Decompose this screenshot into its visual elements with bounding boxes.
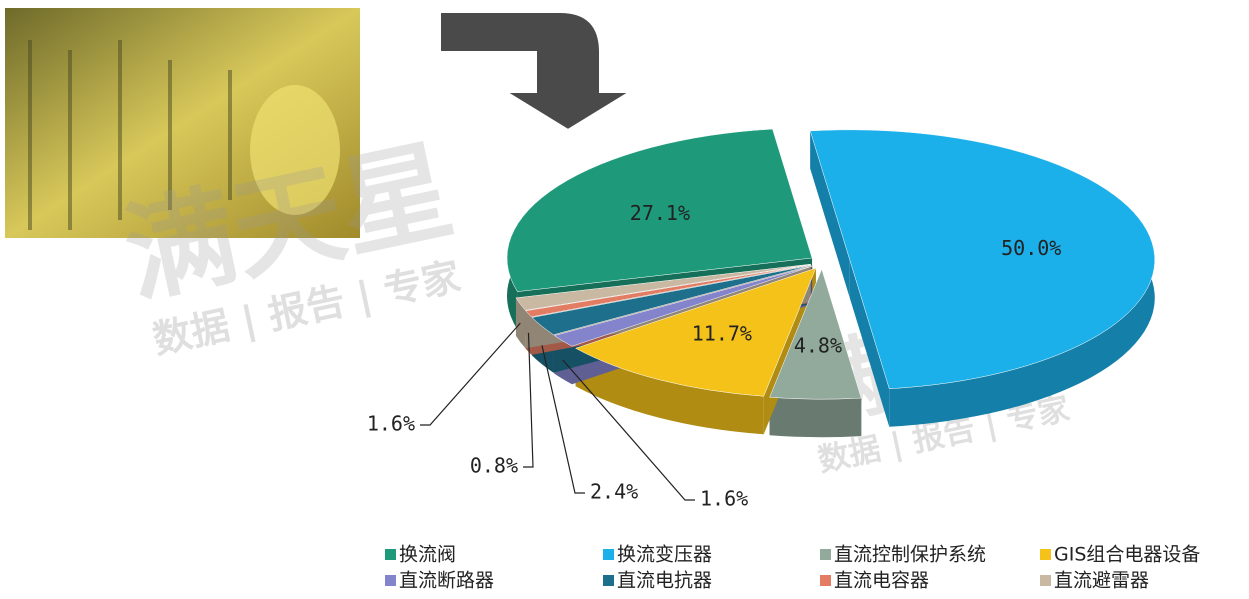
legend-swatch [820, 549, 831, 560]
slice-side [770, 397, 862, 437]
legend-swatch [820, 575, 831, 586]
legend-label: 直流断路器 [399, 570, 494, 592]
data-label: 1.6% [700, 487, 748, 511]
data-label: 1.6% [367, 412, 415, 436]
legend-label: GIS组合电器设备 [1054, 544, 1200, 566]
leader-line [420, 323, 520, 425]
data-label: 0.8% [470, 454, 518, 478]
chart: 满天星数据 | 报告 | 专家满天星数据 | 报告 | 专家27.1%50.0%… [0, 0, 1249, 595]
legend-swatch [603, 575, 614, 586]
data-label: 4.8% [794, 334, 842, 358]
data-label: 2.4% [590, 480, 638, 504]
legend-swatch [1040, 575, 1051, 586]
legend-swatch [385, 575, 396, 586]
legend-label: 换流变压器 [617, 544, 712, 566]
legend-label: 换流阀 [399, 544, 456, 566]
legend-label: 直流避雷器 [1054, 570, 1149, 592]
legend-label: 直流电抗器 [617, 570, 712, 592]
arrow [440, 12, 630, 130]
legend-label: 直流电容器 [834, 570, 929, 592]
legend-swatch [1040, 549, 1051, 560]
legend-swatch [603, 549, 614, 560]
data-label: 50.0% [1001, 236, 1061, 260]
data-label: 27.1% [630, 201, 690, 225]
legend-label: 直流控制保护系统 [834, 544, 986, 566]
data-label: 11.7% [692, 322, 752, 346]
legend-swatch [385, 549, 396, 560]
